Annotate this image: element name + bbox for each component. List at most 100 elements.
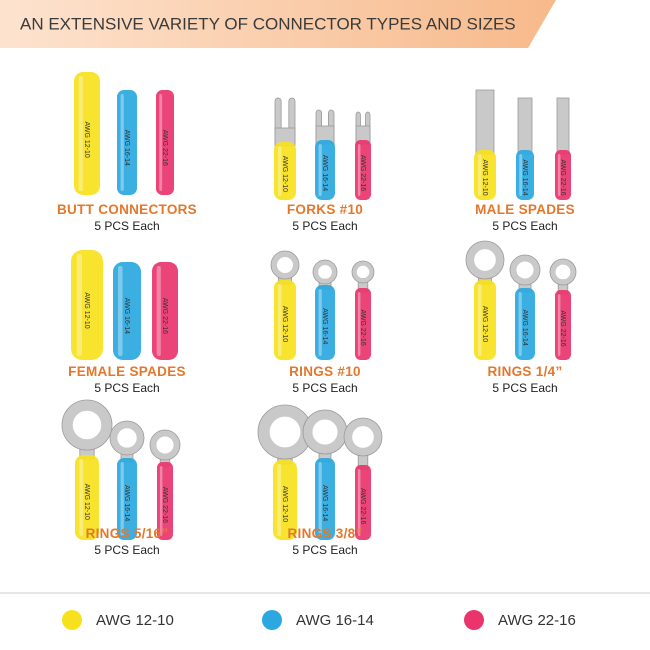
legend-dot bbox=[262, 610, 282, 630]
awg-print: AWG 12-10 bbox=[83, 121, 90, 157]
connector-group: AWG 12-10 AWG 16-14 AWG 22-16 bbox=[71, 250, 178, 360]
awg-print: AWG 16-14 bbox=[321, 485, 328, 521]
ring-edge bbox=[109, 420, 145, 456]
ring-eye bbox=[258, 405, 312, 459]
spade-tab bbox=[475, 89, 495, 155]
body-highlight bbox=[277, 464, 282, 536]
body-highlight bbox=[120, 462, 124, 536]
item-quantity: 5 PCS Each bbox=[292, 219, 357, 233]
legend-dot bbox=[62, 610, 82, 630]
connector-body bbox=[75, 455, 99, 540]
item-name: RINGS 1/4” bbox=[487, 364, 562, 379]
item-name: FEMALE SPADES bbox=[68, 364, 186, 379]
ring-edge bbox=[343, 417, 383, 457]
awg-print: AWG 16-14 bbox=[521, 159, 528, 195]
ring-eye bbox=[352, 261, 374, 283]
connector-body bbox=[315, 285, 335, 360]
connector-body bbox=[355, 140, 371, 200]
item-quantity: 5 PCS Each bbox=[292, 381, 357, 395]
ring-eye bbox=[466, 241, 504, 279]
awg-print: AWG 12-10 bbox=[83, 292, 90, 328]
awg-print: AWG 16-14 bbox=[321, 155, 328, 191]
awg-print: AWG 16-14 bbox=[123, 130, 130, 166]
connector-body bbox=[274, 142, 296, 200]
awg-print: AWG 12-10 bbox=[281, 306, 288, 342]
body-highlight bbox=[519, 154, 523, 196]
awg-print: AWG 12-10 bbox=[83, 484, 90, 520]
awg-print: AWG 16-14 bbox=[123, 485, 130, 521]
ring-edge bbox=[61, 399, 113, 451]
item-quantity: 5 PCS Each bbox=[94, 381, 159, 395]
item-quantity: 5 PCS Each bbox=[94, 543, 159, 557]
awg-print: AWG 22-16 bbox=[559, 159, 566, 195]
awg-print: AWG 16-14 bbox=[321, 308, 328, 344]
ring-eye bbox=[150, 430, 180, 460]
connector-body bbox=[555, 290, 571, 360]
awg-print: AWG 22-16 bbox=[559, 310, 566, 346]
legend-label: AWG 12-10 bbox=[96, 612, 174, 629]
item-quantity: 5 PCS Each bbox=[492, 381, 557, 395]
connector-body bbox=[74, 72, 100, 195]
connector-body bbox=[474, 150, 496, 200]
awg-print: AWG 12-10 bbox=[481, 306, 488, 342]
ring-eye bbox=[344, 418, 382, 456]
ring-edge bbox=[312, 259, 338, 285]
body-highlight bbox=[120, 94, 124, 191]
connector-body bbox=[274, 280, 296, 360]
ring-edge bbox=[465, 240, 505, 280]
header-title: AN EXTENSIVE VARIETY OF CONNECTOR TYPES … bbox=[20, 14, 516, 33]
connector-body bbox=[355, 288, 371, 360]
body-highlight bbox=[357, 144, 361, 196]
item-name: BUTT CONNECTORS bbox=[57, 202, 197, 217]
item-name: RINGS #10 bbox=[289, 364, 361, 379]
ring-edge bbox=[549, 258, 577, 286]
awg-print: AWG 12-10 bbox=[281, 156, 288, 192]
connector-body bbox=[355, 465, 371, 540]
connector-body bbox=[117, 458, 137, 540]
connector-body bbox=[113, 262, 141, 360]
item-name: RINGS 3/8” bbox=[287, 526, 362, 541]
connector-group: AWG 12-10 AWG 16-14 AWG 22-16 bbox=[257, 404, 383, 540]
ring-eye bbox=[313, 260, 337, 284]
connector-body bbox=[71, 250, 103, 360]
awg-print: AWG 12-10 bbox=[281, 486, 288, 522]
connector-body bbox=[555, 150, 571, 200]
connector-body bbox=[474, 280, 496, 360]
ring-eye bbox=[110, 421, 144, 455]
ring-eye bbox=[62, 400, 112, 450]
body-highlight bbox=[277, 284, 282, 356]
awg-print: AWG 16-14 bbox=[123, 298, 130, 334]
body-highlight bbox=[357, 469, 361, 536]
ring-edge bbox=[149, 429, 181, 461]
body-highlight bbox=[76, 254, 82, 356]
awg-print: AWG 22-16 bbox=[161, 298, 168, 334]
body-highlight bbox=[477, 154, 482, 196]
awg-print: AWG 22-16 bbox=[359, 155, 366, 191]
connector-body bbox=[515, 288, 535, 360]
body-highlight bbox=[357, 292, 361, 356]
connector-group: AWG 12-10 AWG 16-14 AWG 22-16 bbox=[474, 89, 571, 200]
item-quantity: 5 PCS Each bbox=[94, 219, 159, 233]
awg-print: AWG 22-16 bbox=[161, 487, 168, 523]
ring-edge bbox=[351, 260, 375, 284]
body-highlight bbox=[557, 154, 561, 196]
spade-tab bbox=[517, 97, 533, 155]
legend-label: AWG 16-14 bbox=[296, 612, 374, 629]
body-highlight bbox=[159, 466, 163, 536]
connector-body bbox=[315, 458, 335, 540]
awg-print: AWG 22-16 bbox=[359, 488, 366, 524]
body-highlight bbox=[277, 146, 282, 196]
connector-body bbox=[273, 460, 297, 540]
body-highlight bbox=[159, 94, 163, 191]
body-highlight bbox=[318, 289, 322, 356]
connector-body bbox=[315, 140, 335, 200]
body-highlight bbox=[318, 144, 322, 196]
item-quantity: 5 PCS Each bbox=[292, 543, 357, 557]
ring-eye bbox=[550, 259, 576, 285]
item-name: MALE SPADES bbox=[475, 202, 575, 217]
legend-dot bbox=[464, 610, 484, 630]
item-quantity: 5 PCS Each bbox=[492, 219, 557, 233]
body-highlight bbox=[518, 292, 522, 356]
